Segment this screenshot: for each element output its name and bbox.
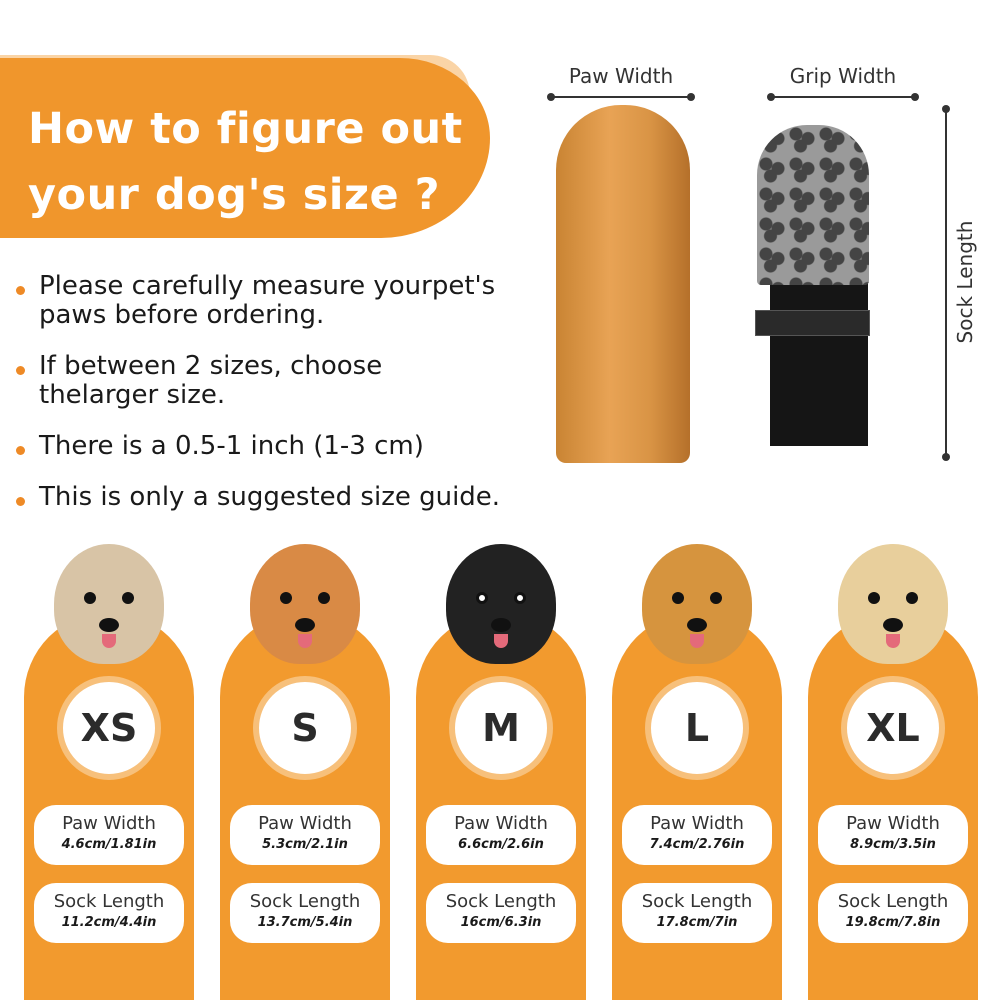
- sock-length-title: Sock Length: [249, 891, 361, 912]
- sock-length-value: 16cm/6.3in: [460, 915, 542, 930]
- tip-text: This is only a suggested size guide.: [39, 482, 501, 512]
- dog-eye: [318, 592, 330, 604]
- tip-item: This is only a suggested size guide.: [14, 483, 509, 512]
- size-card-xs: XS Paw Width 4.6cm/1.81in Sock Length 11…: [24, 544, 194, 1000]
- paw-width-title: Paw Width: [846, 813, 940, 834]
- tip-text: Please carefully measure yourpet's paws …: [39, 271, 496, 330]
- grip-width-label: Grip Width: [789, 64, 897, 88]
- sock-length-box: Sock Length 16cm/6.3in: [426, 883, 576, 943]
- dog-eye: [122, 592, 134, 604]
- dog-photo: [250, 544, 360, 664]
- paw-width-title: Paw Width: [454, 813, 548, 834]
- dog-eye: [710, 592, 722, 604]
- sock-length-title: Sock Length: [837, 891, 949, 912]
- size-badge: XL: [841, 676, 945, 780]
- dog-eye: [906, 592, 918, 604]
- tips-list: Please carefully measure yourpet's paws …: [14, 272, 509, 534]
- size-card-l: L Paw Width 7.4cm/2.76in Sock Length 17.…: [612, 544, 782, 1000]
- dog-eye: [514, 592, 526, 604]
- sock-length-arrow: [942, 105, 950, 461]
- paw-width-value: 6.6cm/2.6in: [458, 837, 544, 852]
- bullet-dot-icon: [16, 286, 25, 295]
- dog-nose: [687, 618, 707, 632]
- sock-length-value: 19.8cm/7.8in: [845, 915, 941, 930]
- title-line-2: your dog's size ?: [28, 170, 441, 220]
- dog-tongue: [494, 634, 508, 648]
- sock-length-title: Sock Length: [641, 891, 753, 912]
- paw-width-value: 8.9cm/3.5in: [850, 837, 936, 852]
- tip-item: Please carefully measure yourpet's paws …: [14, 272, 509, 330]
- size-badge: XS: [57, 676, 161, 780]
- sock-length-value: 11.2cm/4.4in: [61, 915, 157, 930]
- tip-item: There is a 0.5-1 inch (1-3 cm): [14, 432, 509, 461]
- sock-length-value: 17.8cm/7in: [656, 915, 738, 930]
- paw-width-box: Paw Width 7.4cm/2.76in: [622, 805, 772, 865]
- bullet-dot-icon: [16, 497, 25, 506]
- dog-eye: [672, 592, 684, 604]
- bullet-dot-icon: [16, 366, 25, 375]
- paw-width-title: Paw Width: [62, 813, 156, 834]
- sock-image: [770, 280, 868, 446]
- tip-text: If between 2 sizes, choose thelarger siz…: [39, 351, 383, 410]
- sock-length-title: Sock Length: [53, 891, 165, 912]
- paw-width-value: 5.3cm/2.1in: [262, 837, 348, 852]
- dog-eye: [868, 592, 880, 604]
- dog-paw-image: [556, 105, 690, 463]
- dog-eye: [280, 592, 292, 604]
- size-card-xl: XL Paw Width 8.9cm/3.5in Sock Length 19.…: [808, 544, 978, 1000]
- bullet-dot-icon: [16, 446, 25, 455]
- paw-width-title: Paw Width: [650, 813, 744, 834]
- dog-tongue: [690, 634, 704, 648]
- sock-length-value: 13.7cm/5.4in: [257, 915, 353, 930]
- grip-width-arrow: [767, 93, 919, 101]
- tip-text: There is a 0.5-1 inch (1-3 cm): [39, 431, 424, 461]
- sock-length-title: Sock Length: [445, 891, 557, 912]
- paw-width-arrow: [547, 93, 695, 101]
- size-card-m: M Paw Width 6.6cm/2.6in Sock Length 16cm…: [416, 544, 586, 1000]
- dog-nose: [883, 618, 903, 632]
- title-banner: [0, 58, 490, 238]
- sock-strap: [755, 310, 870, 336]
- sock-grip-pattern: [757, 125, 869, 285]
- dog-tongue: [886, 634, 900, 648]
- dog-eye: [476, 592, 488, 604]
- paw-width-value: 7.4cm/2.76in: [649, 837, 745, 852]
- dog-tongue: [102, 634, 116, 648]
- paw-width-box: Paw Width 4.6cm/1.81in: [34, 805, 184, 865]
- paw-width-label: Paw Width: [568, 64, 674, 88]
- dog-photo: [446, 544, 556, 664]
- dog-nose: [99, 618, 119, 632]
- size-badge: M: [449, 676, 553, 780]
- sock-length-box: Sock Length 19.8cm/7.8in: [818, 883, 968, 943]
- sock-length-box: Sock Length 17.8cm/7in: [622, 883, 772, 943]
- size-badge: S: [253, 676, 357, 780]
- sock-length-box: Sock Length 11.2cm/4.4in: [34, 883, 184, 943]
- size-badge: L: [645, 676, 749, 780]
- paw-width-box: Paw Width 8.9cm/3.5in: [818, 805, 968, 865]
- dog-photo: [642, 544, 752, 664]
- paw-width-value: 4.6cm/1.81in: [61, 837, 157, 852]
- paw-width-box: Paw Width 5.3cm/2.1in: [230, 805, 380, 865]
- dog-tongue: [298, 634, 312, 648]
- sock-length-label: Sock Length: [953, 220, 977, 344]
- dog-photo: [838, 544, 948, 664]
- size-card-s: S Paw Width 5.3cm/2.1in Sock Length 13.7…: [220, 544, 390, 1000]
- sock-length-box: Sock Length 13.7cm/5.4in: [230, 883, 380, 943]
- page-title: How to figure out your dog's size ?: [28, 96, 463, 228]
- dog-photo: [54, 544, 164, 664]
- dog-eye: [84, 592, 96, 604]
- dog-nose: [491, 618, 511, 632]
- paw-width-box: Paw Width 6.6cm/2.6in: [426, 805, 576, 865]
- tip-item: If between 2 sizes, choose thelarger siz…: [14, 352, 509, 410]
- dog-nose: [295, 618, 315, 632]
- paw-width-title: Paw Width: [258, 813, 352, 834]
- title-line-1: How to figure out: [28, 104, 463, 154]
